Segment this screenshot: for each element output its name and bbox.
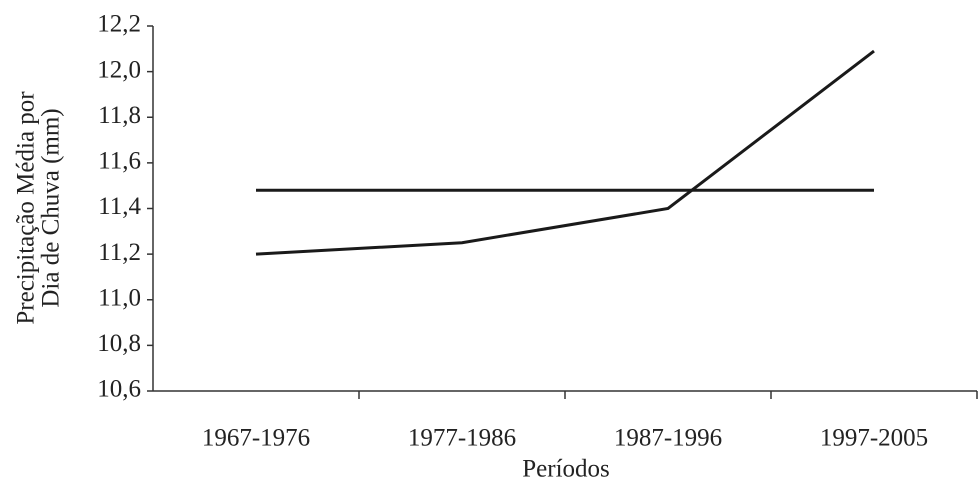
data-line [255,49,875,256]
y-tick-label: 11,6 [98,148,141,175]
y-tick-label: 10,8 [97,330,141,357]
y-tick-label: 11,2 [98,239,141,266]
y-tick-label: 12,0 [97,56,141,83]
y-tick-label: 11,0 [98,284,141,311]
x-tick-label: 1977-1986 [408,425,516,452]
y-tick-label: 11,8 [98,102,141,129]
x-axis-label: Períodos [522,456,610,483]
y-tick-label: 10,6 [97,376,141,403]
y-tick-label: 11,4 [98,193,141,220]
x-tick-label: 1967-1976 [202,425,310,452]
x-tick-label: 1987-1996 [614,425,722,452]
y-axis-label-line: Precipitação Média por [13,91,40,325]
y-tick-label: 12,2 [97,11,141,38]
y-axis-label-line: Dia de Chuva (mm) [38,108,65,307]
x-tick-label: 1997-2005 [820,425,928,452]
y-axis-label: Precipitação Média por Dia de Chuva (mm) [13,91,65,325]
